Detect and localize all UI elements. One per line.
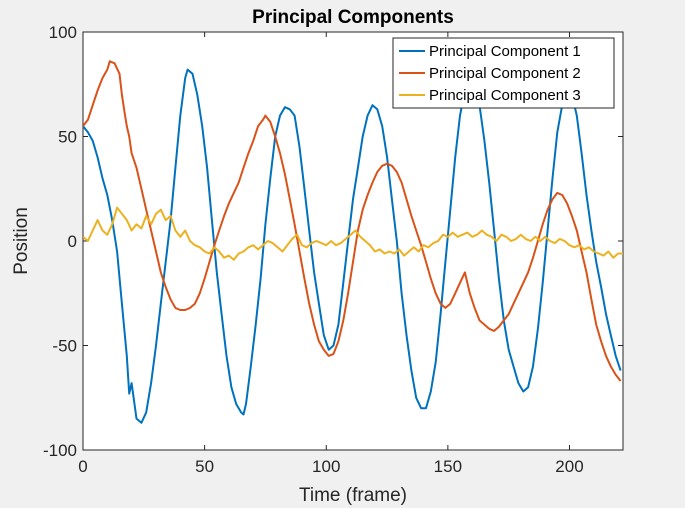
x-tick-label: 200: [555, 457, 583, 476]
chart-title: Principal Components: [252, 7, 454, 28]
series-layer: [83, 60, 623, 424]
x-tick-label: 0: [78, 457, 87, 476]
y-axis-label: Position: [11, 207, 32, 275]
x-tick-label: 150: [434, 457, 462, 476]
x-axis-label: Time (frame): [299, 485, 407, 506]
series-line-1: [83, 68, 622, 424]
y-tick-label: -50: [52, 337, 77, 356]
legend-label-1: Principal Component 1: [429, 43, 581, 60]
legend: Principal Component 1 Principal Component…: [392, 37, 615, 109]
y-tick-label: 0: [68, 232, 77, 251]
legend-label-3: Principal Component 3: [429, 87, 581, 104]
series-line-3: [83, 206, 623, 261]
x-tick-label: 100: [312, 457, 340, 476]
legend-label-2: Principal Component 2: [429, 65, 581, 82]
y-tick-label: -100: [43, 441, 77, 460]
series-line-2: [83, 60, 622, 382]
y-tick-label: 50: [58, 128, 77, 147]
axis-ticks: 0 50 100 150 200 -100 -50 0 50 100: [43, 23, 623, 476]
y-tick-label: 100: [49, 23, 77, 42]
x-tick-label: 50: [195, 457, 214, 476]
legend-box: [392, 37, 615, 109]
